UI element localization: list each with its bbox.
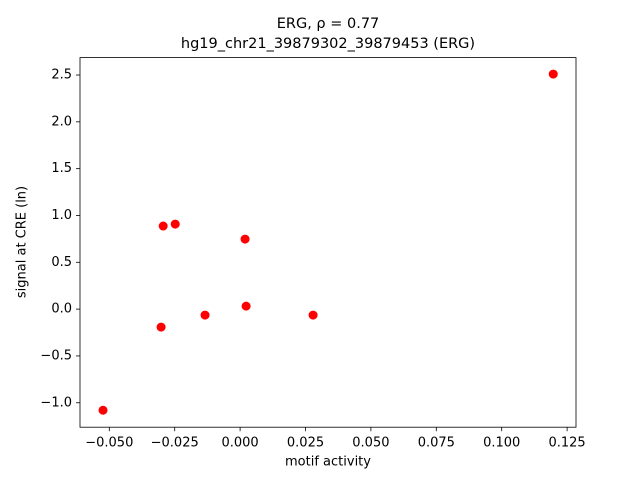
chart-subtitle: hg19_chr21_39879302_39879453 (ERG) (181, 36, 475, 52)
point (98, 405, 108, 415)
y-tick-label: −1.0 (40, 395, 72, 410)
point (170, 219, 180, 229)
point (241, 301, 251, 311)
point (308, 310, 318, 320)
y-tick-label: −0.5 (40, 348, 72, 363)
x-tick-label: 0.075 (418, 436, 455, 451)
point (548, 69, 558, 79)
y-tick-label: 2.5 (51, 68, 72, 83)
x-tick-label: 0.050 (352, 436, 389, 451)
y-tick-label: 2.0 (51, 114, 72, 129)
point (240, 234, 250, 244)
x-tick-label: 0.000 (221, 436, 258, 451)
x-tick-label: 0.125 (548, 436, 585, 451)
x-axis-label: motif activity (285, 455, 371, 470)
x-tick-label: −0.050 (85, 436, 133, 451)
point (158, 221, 168, 231)
point (200, 310, 210, 320)
y-axis-label: signal at CRE (ln) (15, 186, 30, 298)
x-tick-label: 0.025 (287, 436, 324, 451)
y-tick-label: 1.5 (51, 161, 72, 176)
y-tick-label: 0.5 (51, 255, 72, 270)
y-tick-label: 0.0 (51, 302, 72, 317)
plot-frame (79, 57, 577, 428)
x-tick-label: 0.100 (483, 436, 520, 451)
y-tick-label: 1.0 (51, 208, 72, 223)
point (156, 322, 166, 332)
chart-title: ERG, ρ = 0.77 (277, 16, 380, 32)
x-tick-label: −0.025 (151, 436, 199, 451)
